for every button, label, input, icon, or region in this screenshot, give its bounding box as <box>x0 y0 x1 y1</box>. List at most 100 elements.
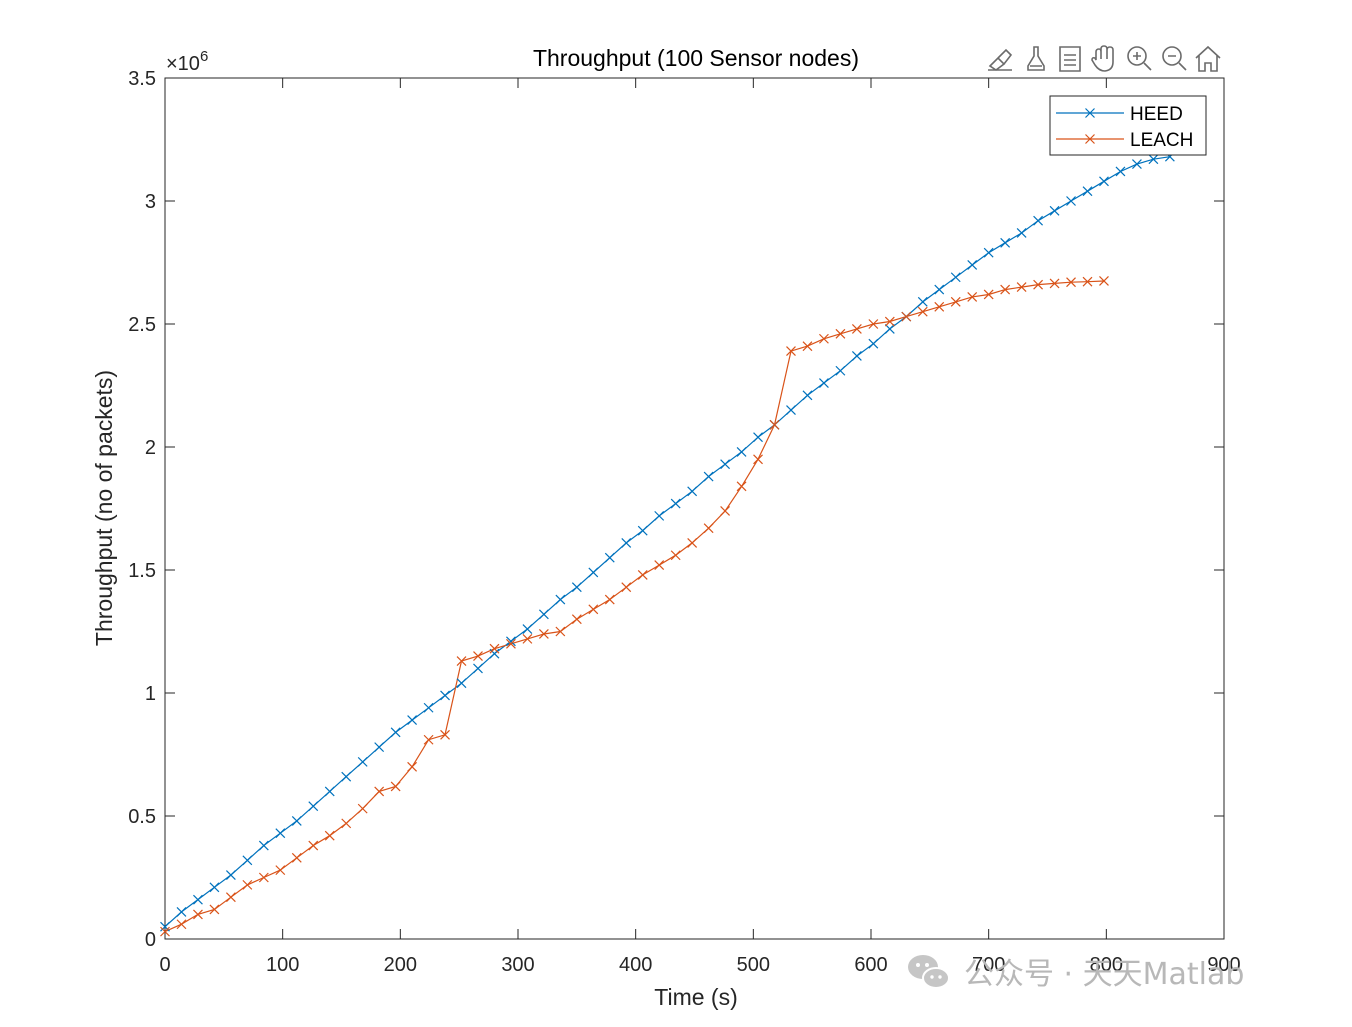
x-tick-label: 600 <box>854 954 887 976</box>
data-point-heed <box>440 690 450 701</box>
brush-icon[interactable] <box>986 44 1014 72</box>
axes-box <box>164 77 1225 940</box>
data-point-heed <box>522 624 533 634</box>
plot-area[interactable] <box>160 77 1225 940</box>
data-point-heed <box>637 525 648 536</box>
legend[interactable]: HEED LEACH <box>1049 95 1207 156</box>
axis-ticks <box>164 77 1225 940</box>
data-point-heed <box>407 715 418 725</box>
x-tick-labels: 0 100 200 300 400 500 600 700 800 900 <box>159 954 1240 976</box>
y-tick-label: 2 <box>145 437 156 459</box>
data-point-leach <box>1000 284 1011 295</box>
data-point-leach <box>967 292 978 302</box>
y-axis-label: Throughput (no of packets) <box>91 370 117 646</box>
data-point-leach <box>901 311 912 322</box>
data-point-heed <box>473 663 483 674</box>
legend-label-leach: LEACH <box>1130 130 1193 151</box>
x-tick-label: 300 <box>501 954 534 976</box>
data-point-heed <box>1082 186 1093 197</box>
x-tick-label: 200 <box>384 954 417 976</box>
legend-marker-leach <box>1085 134 1095 144</box>
data-point-heed <box>160 921 170 932</box>
y-exponent-label: ×106 <box>166 48 208 75</box>
chart-title: Throughput (100 Sensor nodes) <box>533 45 859 71</box>
data-point-leach <box>506 638 516 649</box>
data-point-heed <box>1132 159 1142 170</box>
data-point-leach <box>786 346 796 356</box>
data-point-heed <box>934 284 945 295</box>
data-point-leach <box>621 582 632 593</box>
data-point-heed <box>1000 237 1011 248</box>
data-point-leach <box>1016 282 1027 293</box>
data-point-heed <box>654 510 665 521</box>
data-point-heed <box>357 756 368 767</box>
data-point-leach <box>538 629 549 639</box>
y-tick-label: 0.5 <box>128 806 156 828</box>
data-point-leach <box>1082 276 1093 287</box>
data-point-leach <box>917 306 928 317</box>
data-point-heed <box>456 678 467 689</box>
legend-marker-heed <box>1085 108 1095 118</box>
data-point-leach <box>802 341 813 352</box>
data-point-leach <box>703 523 714 534</box>
data-point-leach <box>423 734 434 745</box>
data-point-heed <box>489 648 500 659</box>
data-point-heed <box>687 486 698 497</box>
data-point-heed <box>176 907 187 917</box>
data-point-heed <box>720 459 731 470</box>
data-point-heed <box>736 446 747 457</box>
data-point-heed <box>884 323 895 334</box>
data-point-leach <box>884 316 895 327</box>
y-tick-labels: 0 0.5 1 1.5 2 2.5 3 3.5 <box>128 68 156 951</box>
data-point-heed <box>209 882 220 893</box>
legend-toggle-icon[interactable] <box>1057 44 1083 72</box>
data-point-heed <box>225 870 236 880</box>
data-point-heed <box>753 432 763 443</box>
data-point-heed <box>670 498 681 509</box>
data-point-heed <box>802 390 813 401</box>
figure-toolbar <box>986 44 1222 72</box>
data-point-leach <box>341 818 352 829</box>
data-point-leach <box>522 633 533 644</box>
data-point-leach <box>225 892 236 903</box>
data-point-leach <box>1033 279 1044 290</box>
data-point-leach <box>851 323 862 334</box>
wechat-icon <box>908 955 950 989</box>
data-point-leach <box>160 926 170 937</box>
x-tick-label: 900 <box>1207 954 1240 976</box>
pan-hand-icon[interactable] <box>1090 44 1118 72</box>
data-point-leach <box>555 626 566 637</box>
data-point-heed <box>967 260 978 270</box>
data-point-heed <box>851 351 862 361</box>
data-point-heed <box>1033 215 1044 226</box>
data-point-leach <box>258 872 269 883</box>
data-point-leach <box>242 879 253 890</box>
data-point-leach <box>440 729 450 740</box>
data-point-leach <box>176 919 187 930</box>
data-point-heed <box>604 552 615 563</box>
home-icon[interactable] <box>1194 44 1222 72</box>
data-point-leach <box>934 301 945 312</box>
data-point-leach <box>275 865 286 876</box>
watermark-text: 公众号 · 天天Matlab <box>964 957 1244 992</box>
y-tick-label: 1.5 <box>128 560 156 582</box>
y-exponent-power: 6 <box>200 48 208 65</box>
series-line-leach <box>164 280 1105 933</box>
y-tick-label: 1 <box>145 683 156 705</box>
data-point-leach <box>374 786 385 797</box>
data-point-leach <box>637 569 648 580</box>
zoom-out-icon[interactable] <box>1160 44 1188 72</box>
data-tips-icon[interactable] <box>1024 44 1048 72</box>
x-tick-label: 800 <box>1090 954 1123 976</box>
data-point-heed <box>819 378 829 388</box>
data-point-leach <box>209 904 220 915</box>
data-point-heed <box>950 272 961 283</box>
x-axis-label: Time (s) <box>654 984 737 1010</box>
y-tick-label: 2.5 <box>128 314 156 336</box>
zoom-in-icon[interactable] <box>1125 44 1153 72</box>
data-point-leach <box>720 506 731 516</box>
data-point-leach <box>604 594 615 605</box>
data-point-heed <box>868 338 879 349</box>
data-point-heed <box>786 405 796 416</box>
